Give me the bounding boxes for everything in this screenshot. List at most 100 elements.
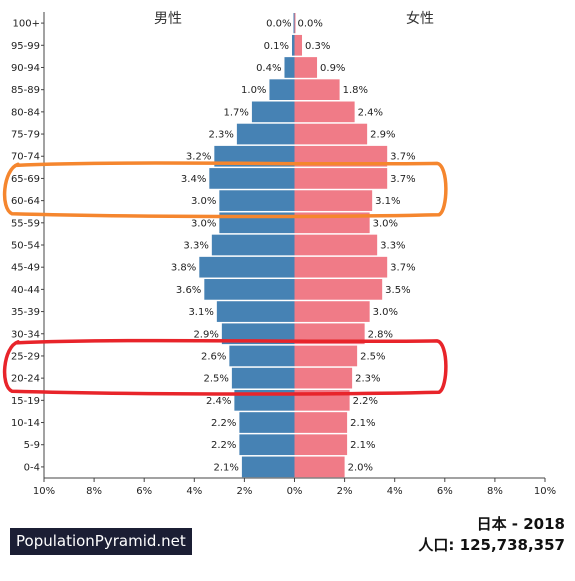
male-value-label: 3.6% — [176, 285, 201, 296]
chart-bars — [199, 13, 388, 478]
male-bar — [239, 412, 295, 433]
female-value-label: 2.1% — [350, 418, 375, 429]
age-group-label: 35-39 — [11, 307, 40, 318]
female-value-label: 2.9% — [370, 130, 395, 141]
female-value-label: 2.0% — [348, 462, 373, 473]
male-bar — [214, 145, 295, 167]
male-bar — [251, 101, 295, 123]
male-value-label: 2.5% — [203, 374, 228, 385]
female-bar — [294, 323, 365, 345]
male-bar — [239, 434, 295, 456]
female-bar — [294, 123, 368, 145]
male-bar — [291, 34, 295, 56]
male-value-label: 3.8% — [171, 263, 196, 274]
female-value-label: 2.2% — [353, 396, 378, 407]
male-value-label: 2.6% — [201, 351, 226, 362]
population-value: 125,738,357 — [459, 536, 565, 554]
age-group-label: 10-14 — [11, 418, 40, 429]
male-bar — [204, 279, 295, 300]
x-tick-label: 10% — [534, 486, 556, 497]
female-value-label: 3.0% — [373, 307, 398, 318]
female-value-label: 2.4% — [358, 107, 383, 118]
female-bar — [294, 79, 340, 101]
female-value-label: 2.1% — [350, 440, 375, 451]
female-value-label: 3.3% — [380, 241, 405, 252]
male-value-label: 3.3% — [183, 241, 208, 252]
female-bar — [294, 367, 353, 389]
male-bar — [211, 234, 295, 256]
male-value-label: 3.0% — [191, 196, 216, 207]
population-pyramid-chart: 100+ 0.0% 0.0% 95-99 0.1% 0.3% 90-94 0.4% 0.9% 85… — [2, 10, 556, 497]
age-group-label: 90-94 — [11, 63, 40, 74]
x-tick-label: 2% — [236, 486, 252, 497]
age-group-label: 45-49 — [11, 263, 40, 274]
female-bar — [294, 190, 373, 211]
male-header: 男性 — [154, 11, 182, 27]
female-bar — [294, 256, 388, 278]
female-value-label: 3.7% — [390, 174, 415, 185]
female-value-label: 3.1% — [375, 196, 400, 207]
age-group-label: 100+ — [13, 19, 40, 30]
x-tick-label: 10% — [33, 486, 55, 497]
female-value-label: 0.3% — [305, 41, 330, 52]
male-bar — [199, 256, 295, 278]
female-bar — [294, 34, 303, 56]
female-bar — [294, 168, 388, 189]
population-label: 人口: — [418, 536, 455, 554]
age-group-label: 30-34 — [11, 329, 40, 340]
age-group-label: 75-79 — [11, 130, 40, 141]
male-value-label: 3.2% — [186, 152, 211, 163]
male-bar — [241, 456, 295, 478]
age-group-label: 15-19 — [11, 396, 40, 407]
female-value-label: 0.0% — [298, 19, 323, 30]
female-value-label: 3.5% — [385, 285, 410, 296]
male-value-label: 1.7% — [224, 107, 249, 118]
age-group-label: 5-9 — [24, 440, 40, 451]
male-value-label: 0.4% — [256, 63, 281, 74]
male-value-label: 2.9% — [193, 329, 218, 340]
male-value-label: 2.4% — [206, 396, 231, 407]
female-header: 女性 — [406, 10, 434, 27]
female-bar — [294, 412, 348, 433]
male-value-label: 2.2% — [211, 440, 236, 451]
age-group-label: 20-24 — [11, 374, 40, 385]
female-value-label: 2.5% — [360, 351, 385, 362]
male-value-label: 2.1% — [213, 462, 238, 473]
chart-labels: 100+ 0.0% 0.0% 95-99 0.1% 0.3% 90-94 0.4% 0.9% 85… — [11, 19, 416, 474]
population-line: 人口: 125,738,357 — [418, 535, 565, 556]
female-value-label: 3.7% — [390, 152, 415, 163]
country-year: 日本 - 2018 — [476, 515, 565, 533]
brand-logo[interactable]: PopulationPyramid.net — [10, 528, 192, 555]
female-bar — [294, 434, 348, 456]
male-value-label: 0.1% — [264, 41, 289, 52]
female-value-label: 2.8% — [368, 329, 393, 340]
red-highlight-ring — [2, 338, 448, 396]
female-value-label: 1.8% — [343, 85, 368, 96]
female-value-label: 3.0% — [373, 218, 398, 229]
age-group-label: 50-54 — [11, 241, 40, 252]
male-bar — [229, 345, 295, 367]
age-group-label: 80-84 — [11, 107, 40, 118]
x-tick-label: 8% — [86, 486, 102, 497]
x-tick-label: 6% — [136, 486, 152, 497]
x-tick-label: 4% — [387, 486, 403, 497]
x-tick-label: 8% — [487, 486, 503, 497]
age-group-label: 40-44 — [11, 285, 40, 296]
age-group-label: 0-4 — [24, 462, 40, 473]
age-group-label: 60-64 — [11, 196, 40, 207]
age-group-label: 55-59 — [11, 218, 40, 229]
male-value-label: 2.3% — [208, 130, 233, 141]
female-bar — [294, 301, 370, 322]
x-tick-label: 0% — [287, 486, 303, 497]
female-value-label: 0.9% — [320, 63, 345, 74]
age-group-label: 95-99 — [11, 41, 40, 52]
male-bar — [236, 123, 295, 145]
male-value-label: 3.4% — [181, 174, 206, 185]
male-bar — [269, 79, 295, 101]
male-value-label: 0.0% — [266, 19, 291, 30]
chart-highlights — [2, 161, 448, 396]
male-bar — [209, 168, 295, 189]
female-bar — [294, 456, 345, 478]
age-group-label: 70-74 — [11, 152, 40, 163]
male-bar — [221, 323, 295, 345]
